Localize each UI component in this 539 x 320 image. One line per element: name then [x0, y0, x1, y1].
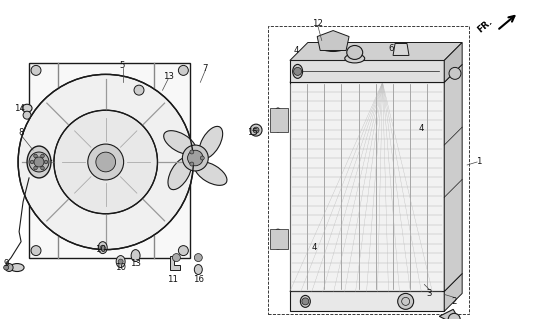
Text: 13: 13	[130, 259, 141, 268]
Circle shape	[100, 245, 105, 250]
Ellipse shape	[300, 295, 310, 307]
Circle shape	[178, 65, 188, 76]
Ellipse shape	[22, 104, 32, 112]
Polygon shape	[290, 60, 444, 82]
Text: 10: 10	[115, 263, 126, 272]
Ellipse shape	[131, 250, 140, 261]
Text: 14: 14	[13, 104, 25, 113]
Polygon shape	[270, 108, 288, 132]
Polygon shape	[317, 31, 349, 51]
Polygon shape	[270, 229, 288, 249]
Text: 3: 3	[426, 289, 432, 298]
Text: FR.: FR.	[476, 17, 494, 34]
Circle shape	[250, 124, 262, 136]
Circle shape	[195, 253, 202, 261]
Text: 9: 9	[3, 259, 9, 268]
Polygon shape	[290, 274, 462, 292]
Text: 12: 12	[312, 19, 323, 28]
Circle shape	[54, 110, 157, 214]
Text: 4: 4	[293, 46, 299, 55]
Polygon shape	[393, 44, 409, 55]
Polygon shape	[444, 274, 462, 311]
Circle shape	[34, 157, 44, 167]
Circle shape	[34, 166, 37, 170]
Circle shape	[18, 74, 194, 250]
Polygon shape	[170, 256, 181, 269]
Circle shape	[178, 246, 188, 256]
Circle shape	[188, 150, 203, 166]
Bar	[29, 63, 190, 258]
Circle shape	[29, 152, 49, 172]
Circle shape	[448, 313, 460, 320]
Ellipse shape	[164, 131, 196, 154]
Circle shape	[4, 265, 9, 270]
Circle shape	[41, 166, 44, 170]
Ellipse shape	[324, 43, 342, 50]
Circle shape	[118, 259, 123, 264]
Polygon shape	[290, 292, 444, 311]
Ellipse shape	[195, 162, 227, 185]
Ellipse shape	[345, 54, 365, 63]
Circle shape	[294, 68, 302, 76]
Circle shape	[172, 253, 181, 261]
Circle shape	[34, 154, 37, 158]
Text: 15: 15	[246, 128, 258, 137]
Text: 2: 2	[452, 297, 457, 306]
Text: 6: 6	[389, 44, 394, 53]
Circle shape	[190, 150, 194, 154]
Polygon shape	[290, 64, 462, 82]
Polygon shape	[439, 309, 457, 320]
Circle shape	[253, 127, 259, 133]
Ellipse shape	[347, 45, 363, 60]
Ellipse shape	[273, 108, 283, 132]
Polygon shape	[290, 43, 462, 60]
Circle shape	[302, 298, 309, 305]
Polygon shape	[290, 82, 444, 292]
Text: 13: 13	[163, 72, 174, 81]
Polygon shape	[444, 64, 462, 292]
Circle shape	[96, 152, 115, 172]
Ellipse shape	[293, 64, 302, 78]
Circle shape	[201, 156, 204, 160]
Circle shape	[134, 85, 144, 95]
Text: 11: 11	[167, 275, 178, 284]
Polygon shape	[444, 43, 462, 82]
Circle shape	[31, 246, 41, 256]
Ellipse shape	[168, 157, 192, 190]
Circle shape	[88, 144, 123, 180]
Circle shape	[44, 160, 48, 164]
Ellipse shape	[5, 264, 13, 271]
Text: 10: 10	[95, 245, 106, 254]
Ellipse shape	[199, 126, 223, 159]
Text: 1: 1	[476, 157, 482, 166]
Ellipse shape	[27, 146, 51, 178]
Text: 16: 16	[193, 275, 204, 284]
Ellipse shape	[116, 256, 125, 268]
Circle shape	[23, 111, 31, 119]
Text: 8: 8	[18, 128, 24, 137]
Text: 4: 4	[312, 243, 317, 252]
Circle shape	[182, 145, 208, 171]
Circle shape	[398, 293, 413, 309]
Circle shape	[190, 162, 194, 166]
Circle shape	[30, 160, 34, 164]
Bar	[268, 26, 469, 314]
Circle shape	[31, 65, 41, 76]
Ellipse shape	[98, 242, 107, 253]
Ellipse shape	[195, 265, 202, 275]
Ellipse shape	[273, 229, 283, 249]
Circle shape	[41, 154, 44, 158]
Ellipse shape	[320, 42, 346, 52]
Circle shape	[449, 68, 461, 79]
Text: 4: 4	[419, 124, 424, 132]
Text: 7: 7	[203, 64, 208, 73]
Text: 5: 5	[120, 61, 126, 70]
Ellipse shape	[10, 264, 24, 271]
